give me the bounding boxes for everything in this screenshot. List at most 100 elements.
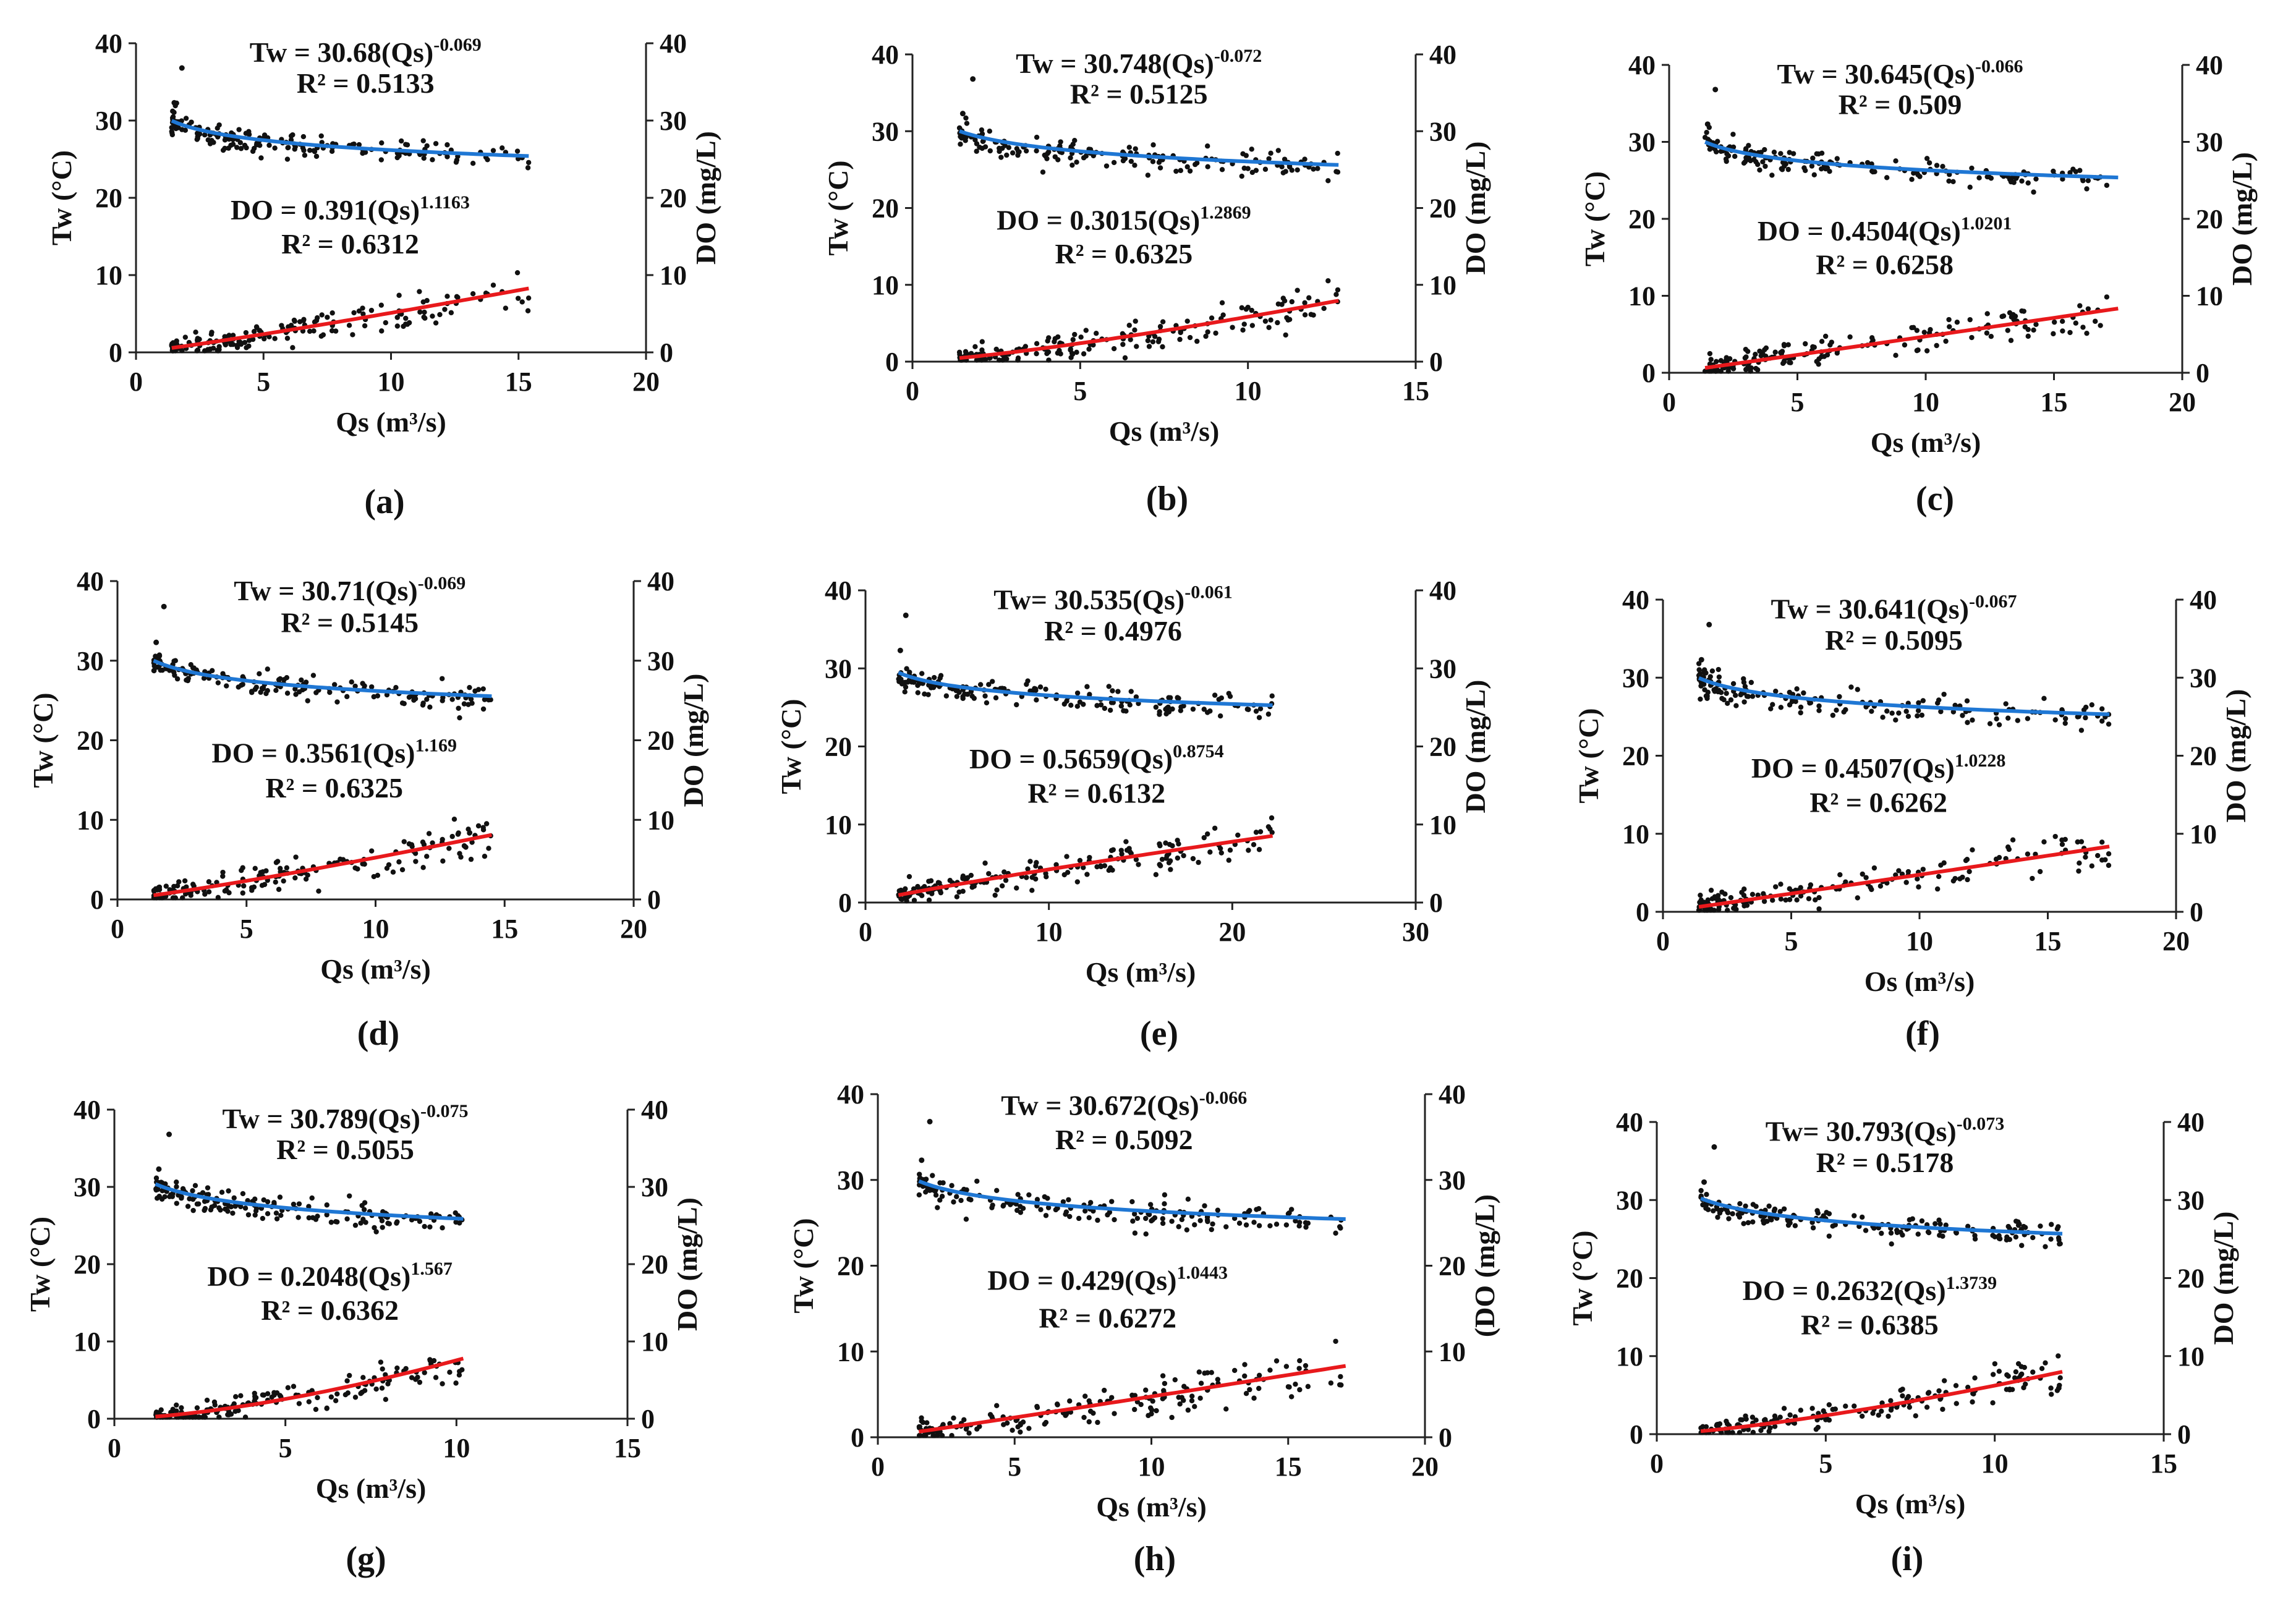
tw-point [424,143,430,149]
do-point [433,1375,439,1380]
do-point [447,1369,453,1375]
do-point [1969,334,1975,341]
tw-point [1239,173,1244,179]
tw-point [987,148,993,154]
tw-point [1150,159,1156,164]
tw-point [1732,153,1738,159]
do-point [1731,906,1737,911]
do-point [417,309,423,315]
do-point [971,883,977,889]
do-point [1251,1395,1257,1401]
tw-point [1157,165,1163,171]
do-point [163,883,169,889]
x-tick-label: 20 [2169,387,2196,417]
y-tick-label: 30 [837,1165,864,1196]
do-point [1950,878,1957,884]
do-point [1725,368,1732,374]
tw-point [500,145,505,151]
y2-tick-label: 20 [1439,1251,1466,1281]
tw-point [1769,172,1775,178]
do-point [409,1375,415,1380]
tw-point [1916,700,1921,706]
tw-point [1133,146,1138,151]
do-point [2008,338,2014,343]
tw-point [252,1212,258,1218]
do-point [1111,346,1117,352]
tw-point [1226,691,1231,696]
do-point [156,886,163,893]
tw-point [195,1201,202,1207]
tw-point [1814,1208,1820,1213]
tw-point [1709,668,1716,674]
tw-point [276,677,282,682]
do-point [1302,300,1307,306]
tw-point [250,148,256,154]
tw-point [1814,151,1819,156]
tw-point [1133,694,1139,700]
do-point [1888,1398,1894,1404]
do-point [2039,1366,2045,1372]
tw-point [273,687,279,693]
do-point [202,891,208,897]
tw-point [190,665,196,671]
tw-point [1223,1224,1229,1230]
do-point [1242,1373,1248,1379]
do-point [2099,839,2105,845]
do-point [1147,1405,1154,1411]
do-point [896,888,902,894]
tw-point [1745,694,1751,699]
tw-point [310,1215,316,1221]
tw-point [1160,1220,1166,1226]
tw-point [1066,1197,1071,1202]
do-point [1267,1367,1273,1373]
do-point [204,1397,210,1403]
tw-point [211,1203,218,1209]
do-point [2030,1369,2036,1375]
tw-point [1869,168,1875,174]
do-point [206,879,212,885]
x-axis-label: Qs (m³/s) [1086,956,1196,988]
tw-point [216,1205,222,1211]
tw-point [1279,164,1285,169]
tw-point [1256,715,1262,720]
do-point [2031,327,2036,333]
y-tick-label: 30 [825,653,852,684]
do-point [1247,1387,1252,1393]
do-point [1273,1358,1280,1364]
y-tick-label: 10 [74,1327,101,1357]
tw-point [1251,1220,1257,1225]
tw-point [224,683,229,689]
tw-point [258,155,264,161]
tw-point [1037,684,1044,690]
tw-point [162,1194,168,1200]
do-point [240,890,245,896]
tw-equation-base: Tw = 30.641(Qs) [1771,593,1969,624]
tw-point [346,1193,352,1199]
do-point [1162,1380,1168,1387]
tw-point [1145,172,1151,178]
tw-point [998,155,1004,160]
tw-point [930,1173,935,1178]
do-point [2005,1373,2011,1379]
do-equation-base: DO = 0.5659(Qs) [969,743,1173,775]
y-tick-label: 20 [1628,204,1656,234]
tw-point [488,697,493,703]
tw-point [1987,721,1993,726]
do-point [1081,351,1087,357]
tw-point [230,1210,236,1216]
do-point [1798,885,1803,891]
do-point [249,885,255,891]
tw-point [1920,698,1926,703]
do-point [179,347,185,354]
tw-point [1869,708,1874,714]
tw-point [440,1225,445,1231]
y-tick-label: 0 [851,1422,864,1453]
do-point [1209,315,1215,321]
tw-point [1880,715,1886,720]
do-point [1275,320,1280,326]
tw-point [1034,148,1039,154]
do-point [1924,1404,1930,1410]
do-point [1893,352,1898,359]
